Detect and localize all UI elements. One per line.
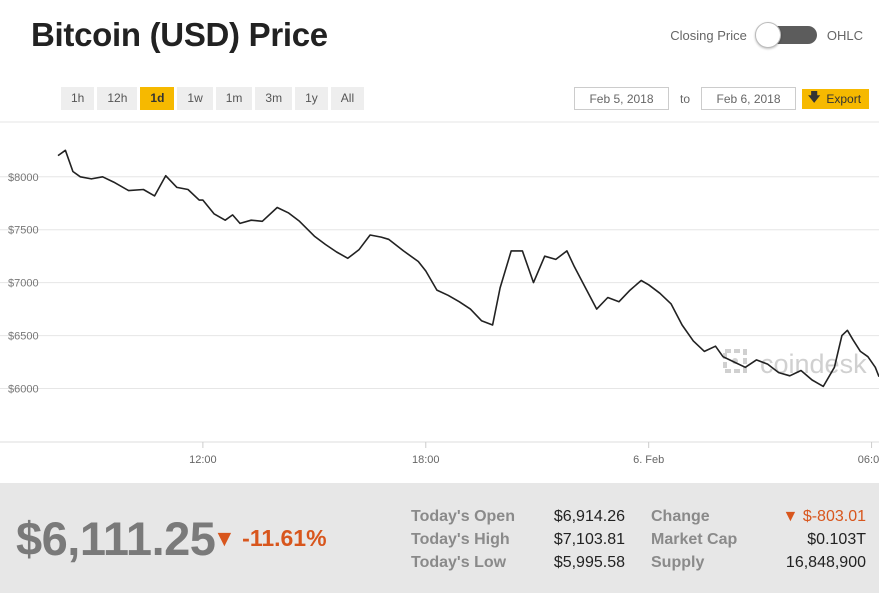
x-tick-label: 12:00 [189,454,217,466]
change-value: ▼ $-803.01 [783,508,866,526]
price-series [57,149,879,388]
change-amount: $-803.01 [802,508,866,525]
x-axis-ticks: 12:00 18:00 6. Feb 06:00 [0,441,879,466]
ohlc-label: OHLC [826,27,863,43]
coindesk-logo-icon [723,349,747,373]
closing-price-label: Closing Price [670,27,747,43]
date-range-controls: to 🡇 Export [574,87,870,110]
range-button-all[interactable]: All [330,87,365,110]
chart-grid [0,121,879,389]
current-price: $6,111.25 [16,512,216,565]
today-open-label: Today's Open [411,508,515,525]
today-low-label: Today's Low [411,554,507,571]
y-tick-label: $6000 [8,383,39,395]
y-axis-ticks: $6000 $6500 $7000 $7500 $8000 [8,172,39,396]
market-cap-value: $0.103T [807,531,866,548]
coindesk-watermark: coindesk [723,349,867,379]
range-button-1h[interactable]: 1h [61,87,95,110]
range-button-1m[interactable]: 1m [215,87,253,110]
range-button-1w[interactable]: 1w [177,87,213,110]
from-date-input[interactable] [574,87,669,110]
y-tick-label: $8000 [8,172,39,184]
range-button-1d[interactable]: 1d [140,87,175,110]
y-tick-label: $7000 [8,278,39,290]
triangle-down-icon: ▼ [213,525,236,551]
today-high-label: Today's High [411,531,510,548]
range-button-1y[interactable]: 1y [295,87,328,110]
price-chart: coindesk $6000 $6500 $7000 $7500 $8000 12:00… [0,121,879,466]
y-tick-label: $6500 [8,331,39,343]
chart-mode-toggle[interactable] [754,22,817,48]
arrow-down-icon: 🡇 [808,90,821,104]
supply-label: Supply [651,554,705,571]
time-range-selector: 1h 12h 1d 1w 1m 3m 1y All [61,87,367,110]
toggle-knob[interactable] [754,22,781,48]
x-tick-label: 18:00 [412,454,440,466]
market-cap-label: Market Cap [651,531,738,548]
price-line [57,149,879,388]
change-label: Change [651,508,710,525]
export-button[interactable]: 🡇 Export [802,88,870,109]
stats-bar: $6,111.25 ▼ -11.61% Today's Open $6,914.… [0,483,879,593]
to-label: to [680,91,691,106]
x-tick-label: 06:00 [858,454,879,466]
range-button-3m[interactable]: 3m [255,87,293,110]
triangle-down-icon: ▼ [782,508,799,525]
to-date-input[interactable] [701,87,797,110]
supply-value: 16,848,900 [785,554,866,571]
chart-mode-toggle-group: Closing Price OHLC [670,22,863,48]
today-high-value: $7,103.81 [553,531,625,548]
watermark-text: coindesk [760,349,867,379]
y-tick-label: $7500 [8,225,39,237]
today-low-value: $5,995.58 [553,554,625,571]
export-label: Export [826,91,862,106]
today-open-value: $6,914.26 [553,508,625,525]
percent-change-value: -11.61% [242,525,327,551]
page-title: Bitcoin (USD) Price [31,16,328,53]
x-tick-label: 6. Feb [633,454,664,466]
percent-change: ▼ -11.61% [213,525,327,552]
range-button-12h[interactable]: 12h [97,87,138,110]
